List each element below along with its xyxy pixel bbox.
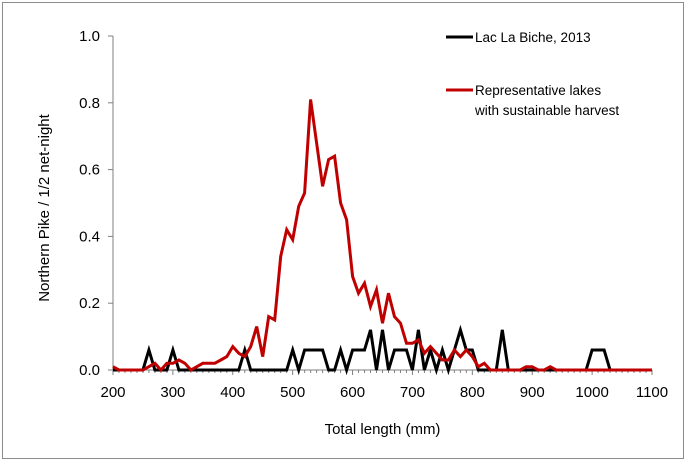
series-line-lac-la-biche-2013 (113, 324, 652, 376)
x-tick-label: 800 (460, 384, 485, 401)
y-tick-label: 0.4 (79, 228, 100, 245)
legend-label: with sustainable harvest (474, 103, 619, 118)
chart-frame (2, 2, 684, 459)
x-tick-label: 300 (160, 384, 185, 401)
y-axis-ticks: 0.0 0.2 0.4 0.6 0.8 1.0 (79, 28, 113, 379)
y-tick-label: 0.0 (79, 362, 100, 379)
legend-label: Lac La Biche, 2013 (475, 30, 591, 45)
y-axis-title: Northern Pike / 1/2 net-night (36, 113, 53, 301)
x-tick-label: 500 (280, 384, 305, 401)
series-line-representative-lakes (112, 99, 652, 373)
x-tick-label: 1100 (636, 384, 668, 401)
series-layer (112, 99, 652, 376)
x-tick-label: 700 (400, 384, 425, 401)
x-axis-title: Total length (mm) (325, 421, 441, 438)
y-tick-label: 1.0 (79, 28, 100, 45)
y-tick-label: 0.8 (79, 95, 100, 112)
legend-label: Representative lakes (475, 83, 601, 98)
y-tick-label: 0.6 (79, 162, 100, 179)
y-tick-label: 0.2 (79, 295, 100, 312)
legend: Lac La Biche, 2013 Representative lakes wi… (446, 30, 619, 118)
x-tick-label: 900 (520, 384, 545, 401)
x-tick-label: 600 (340, 384, 365, 401)
x-tick-label: 400 (220, 384, 245, 401)
x-tick-label: 1000 (575, 384, 608, 401)
x-tick-label: 200 (100, 384, 125, 401)
x-axis-ticks: 200 300 400 500 600 700 800 900 1000 1100 (100, 370, 668, 401)
